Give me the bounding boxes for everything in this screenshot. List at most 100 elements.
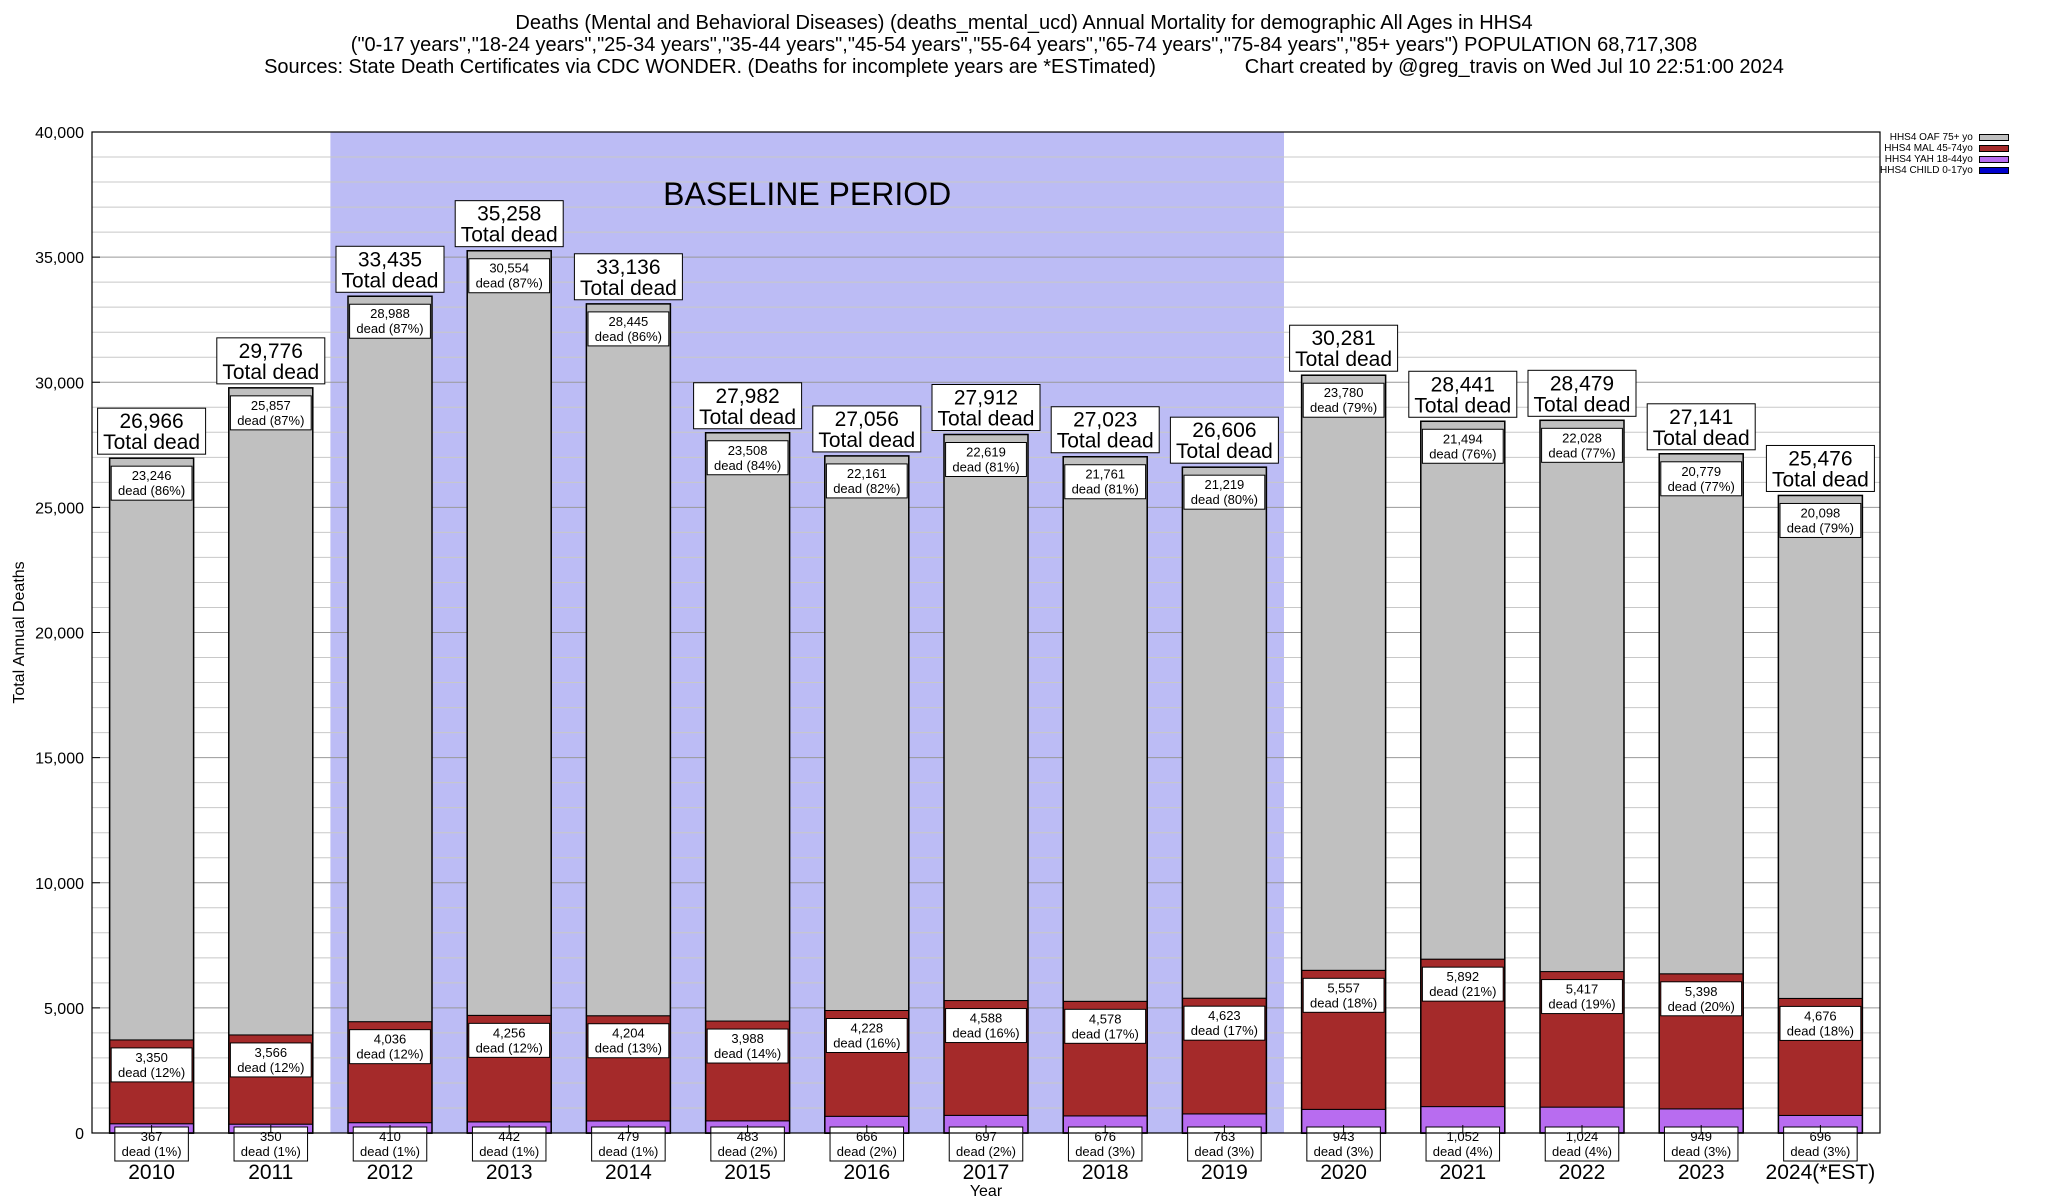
- x-tick-label: 2019: [1201, 1161, 1248, 1184]
- legend-swatch: [1978, 167, 2009, 174]
- segment-label: 28,445: [609, 314, 649, 329]
- total-dead-label: Total dead: [818, 429, 915, 452]
- segment-label: 5,557: [1327, 980, 1360, 995]
- total-dead-label: Total dead: [1414, 394, 1511, 417]
- total-value-label: 35,258: [477, 203, 541, 226]
- total-label-box: [216, 337, 326, 385]
- total-dead-label: Total dead: [222, 361, 319, 384]
- segment-label: dead (16%): [952, 1026, 1019, 1041]
- segment-label: 25,857: [251, 398, 291, 413]
- segment-label: 5,892: [1447, 969, 1480, 984]
- total-value-label: 27,023: [1073, 409, 1137, 432]
- segment-label: dead (87%): [237, 413, 304, 428]
- bar-segment: [1658, 453, 1744, 975]
- segment-label: dead (4%): [1552, 1144, 1612, 1159]
- chart-source-note: Sources: State Death Certificates via CD…: [264, 56, 1784, 78]
- x-tick-label: 2011: [248, 1161, 293, 1184]
- segment-label: dead (77%): [1548, 445, 1615, 460]
- y-tick-label: 20,000: [35, 626, 84, 643]
- y-tick-label: 15,000: [35, 751, 84, 768]
- bar-segment: [1062, 456, 1148, 1002]
- bar-segment: [943, 434, 1029, 1002]
- segment-label-box: [706, 1028, 789, 1064]
- segment-label: 28,988: [370, 306, 410, 321]
- segment-label: dead (18%): [1310, 995, 1377, 1010]
- total-label-box: [1765, 444, 1875, 492]
- segment-label-box: [587, 311, 670, 347]
- segment-label: dead (80%): [1191, 492, 1258, 507]
- segment-label: dead (17%): [1072, 1026, 1139, 1041]
- segment-label-box: [229, 395, 312, 431]
- segment-label-box: [1302, 382, 1385, 418]
- x-tick-label: 2018: [1082, 1161, 1129, 1184]
- total-label-box: [1050, 406, 1160, 454]
- segment-label: 20,779: [1681, 464, 1721, 479]
- segment-label: dead (77%): [1668, 479, 1735, 494]
- y-tick-label: 0: [75, 1126, 84, 1143]
- legend-label: HHS4 CHILD 0-17yo: [1880, 165, 1973, 176]
- segment-label-box: [1541, 427, 1623, 463]
- total-label-box: [454, 200, 564, 248]
- total-dead-label: Total dead: [461, 224, 558, 247]
- segment-label-box: [825, 463, 908, 499]
- segment-label: dead (1%): [241, 1144, 301, 1159]
- segment-label-box: [1541, 979, 1623, 1015]
- y-tick-label: 40,000: [35, 125, 84, 142]
- x-axis-title: Year: [970, 1183, 1003, 1200]
- total-label-box: [573, 253, 683, 301]
- x-tick-label: 2023: [1678, 1161, 1725, 1184]
- total-dead-label: Total dead: [103, 431, 200, 454]
- total-value-label: 26,606: [1192, 419, 1256, 442]
- segment-label: dead (1%): [360, 1144, 420, 1159]
- segment-label-box: [706, 440, 789, 476]
- segment-label: 22,619: [966, 445, 1006, 460]
- bar-segment: [466, 250, 552, 1016]
- segment-label: 4,588: [970, 1011, 1003, 1026]
- bar-segment: [1301, 374, 1387, 971]
- total-value-label: 27,141: [1669, 406, 1733, 429]
- segment-label: dead (79%): [1310, 400, 1377, 415]
- x-tick-label: 2013: [486, 1161, 533, 1184]
- segment-label: 30,554: [489, 261, 529, 276]
- segment-label: dead (3%): [1790, 1144, 1850, 1159]
- legend-swatch: [1978, 145, 2009, 152]
- total-label-box: [693, 382, 803, 430]
- total-value-label: 28,479: [1550, 372, 1614, 395]
- segment-label: 4,676: [1804, 1008, 1837, 1023]
- segment-label: 23,508: [728, 443, 768, 458]
- segment-label: dead (12%): [476, 1040, 543, 1055]
- total-value-label: 26,966: [119, 410, 183, 433]
- baseline-period-label: BASELINE PERIOD: [663, 176, 951, 212]
- legend-swatch: [1978, 156, 2009, 163]
- segment-label: dead (4%): [1433, 1144, 1493, 1159]
- chart-title: Deaths (Mental and Behavioral Diseases) …: [515, 12, 1533, 34]
- segment-label: 21,219: [1205, 477, 1245, 492]
- segment-label: dead (20%): [1668, 999, 1735, 1014]
- segment-label: 4,256: [493, 1025, 526, 1040]
- y-axis-title: Total Annual Deaths: [11, 561, 28, 703]
- total-label-box: [1169, 416, 1279, 464]
- x-tick-label: 2020: [1320, 1161, 1367, 1184]
- segment-label: dead (1%): [479, 1144, 539, 1159]
- total-value-label: 27,912: [954, 387, 1018, 410]
- bar-segment: [109, 457, 195, 1041]
- y-tick-label: 10,000: [35, 876, 84, 893]
- segment-label: dead (12%): [237, 1060, 304, 1075]
- total-value-label: 27,056: [835, 408, 899, 431]
- segment-label: dead (2%): [956, 1144, 1016, 1159]
- total-dead-label: Total dead: [1653, 427, 1750, 450]
- segment-label: dead (17%): [1191, 1023, 1258, 1038]
- bar-segment: [347, 295, 433, 1023]
- segment-label: dead (3%): [1194, 1144, 1254, 1159]
- x-tick-label: 2010: [128, 1161, 175, 1184]
- total-value-label: 33,435: [358, 248, 422, 271]
- segment-label: dead (14%): [714, 1046, 781, 1061]
- segment-label-box: [1660, 461, 1743, 497]
- legend-item: HHS4 OAF 75+ yo: [1880, 132, 2009, 143]
- segment-label-box: [349, 303, 431, 339]
- total-value-label: 30,281: [1311, 327, 1375, 350]
- segment-label: dead (18%): [1787, 1023, 1854, 1038]
- segment-label-box: [1421, 428, 1504, 464]
- segment-label-box: [1064, 1008, 1147, 1044]
- segment-label: dead (3%): [1075, 1144, 1135, 1159]
